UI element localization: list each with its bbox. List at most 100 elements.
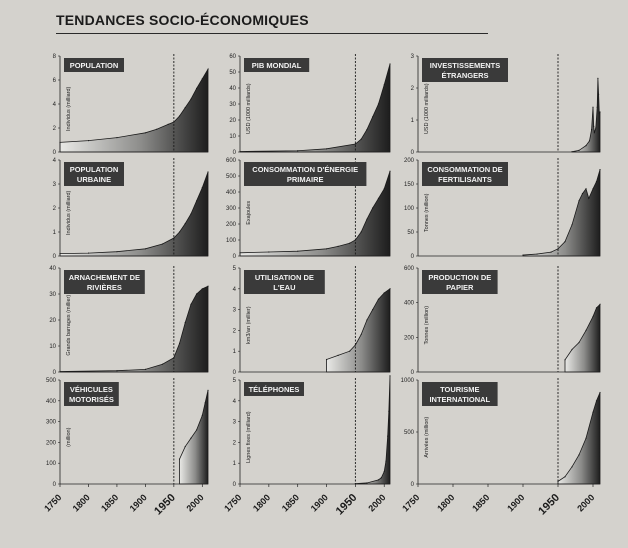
data-point: [581, 193, 584, 195]
data-point: [387, 435, 389, 437]
chart-title-box: [422, 270, 498, 294]
x-tick-label: 1750: [42, 492, 63, 513]
data-point: [595, 181, 598, 183]
y-tick-label: 60: [229, 54, 236, 60]
data-point: [595, 400, 598, 402]
y-tick-label: 1: [53, 230, 57, 236]
y-tick-label: 0: [411, 482, 415, 488]
y-tick-label: 600: [226, 158, 237, 164]
y-axis-label: Individus (milliard): [66, 86, 72, 130]
series-area: [326, 288, 391, 373]
x-tick-label: 1800: [71, 492, 92, 513]
x-tick-label: 1950: [536, 492, 562, 518]
y-tick-label: 100: [404, 206, 415, 212]
data-point: [564, 359, 566, 361]
y-axis-label: Exajoules: [246, 201, 252, 225]
chart-title: POPULATION: [70, 165, 119, 174]
data-point: [161, 243, 164, 245]
data-point: [366, 482, 368, 484]
y-tick-label: 0: [233, 150, 237, 156]
chart-panel: 0 50 100 150 200 Tonnes (million) CONSOMMATION…: [404, 158, 601, 260]
data-point: [597, 77, 599, 79]
data-point: [178, 115, 181, 117]
y-tick-label: 2: [233, 440, 237, 446]
data-point: [598, 113, 600, 115]
data-point: [178, 342, 181, 344]
y-tick-label: 0: [411, 370, 415, 376]
data-point: [325, 358, 328, 361]
title-rule: [56, 33, 488, 34]
chart-title: INTERNATIONAL: [429, 395, 490, 404]
y-axis-label: USD (1000 milliards): [246, 83, 252, 134]
chart-title-box: [244, 382, 304, 396]
y-axis-label: km3/an (millier): [246, 306, 252, 344]
data-point: [178, 458, 181, 460]
y-tick-label: 0: [233, 254, 237, 260]
chart-title: VÉHICULES: [70, 385, 113, 394]
y-axis-label: Lignes fixes (milliard): [246, 411, 252, 463]
y-tick-label: 40: [49, 266, 56, 272]
y-tick-label: 0: [233, 482, 237, 488]
chart-title-box: [244, 162, 367, 186]
y-tick-label: 500: [226, 174, 237, 180]
y-axis-label: USD (1000 milliards): [424, 83, 430, 134]
chart-panel: 0 2 4 6 8 Individus (milliard) POPULATION: [53, 54, 209, 156]
data-point: [116, 370, 118, 372]
x-tick-label: 1900: [309, 492, 330, 513]
data-point: [201, 187, 203, 189]
x-tick-label: 2000: [575, 492, 596, 513]
y-tick-label: 0: [411, 150, 415, 156]
y-tick-label: 600: [404, 266, 415, 272]
chart-panel: 0 1 2 3 USD (1000 milliards) INVESTISSEMENTSÉ…: [411, 54, 601, 156]
y-tick-label: 500: [46, 378, 57, 384]
data-point: [87, 140, 90, 142]
y-tick-label: 2: [53, 206, 57, 212]
series-area: [59, 67, 209, 153]
data-point: [383, 188, 385, 190]
data-point: [144, 132, 146, 134]
chart-title: UTILISATION DE: [255, 273, 314, 282]
data-point: [360, 231, 362, 233]
y-axis-label: (million): [66, 427, 72, 446]
chart-title-box: [64, 58, 124, 72]
data-point: [377, 298, 380, 300]
data-point: [184, 107, 186, 109]
data-point: [349, 242, 351, 244]
data-point: [383, 470, 385, 473]
chart-title: INVESTISSEMENTS: [430, 61, 500, 70]
y-tick-label: 1: [411, 118, 415, 124]
data-point: [571, 466, 573, 468]
data-point: [588, 140, 591, 142]
x-tick-label: 1800: [435, 492, 456, 513]
data-point: [207, 68, 209, 70]
y-tick-label: 0: [53, 370, 57, 376]
data-point: [522, 254, 524, 256]
data-point: [325, 248, 328, 250]
x-tick-label: 1900: [505, 492, 526, 513]
data-point: [592, 411, 594, 413]
chart-title: TOURISME: [440, 385, 479, 394]
data-point: [372, 207, 374, 209]
data-point: [207, 285, 209, 287]
data-point: [377, 197, 380, 199]
data-point: [585, 188, 587, 190]
series-area: [564, 303, 601, 373]
data-point: [161, 363, 164, 365]
y-tick-label: 5: [233, 266, 237, 272]
data-point: [325, 148, 328, 150]
data-point: [596, 106, 598, 108]
x-tick-label: 2000: [184, 492, 205, 513]
chart-title: PIB MONDIAL: [252, 61, 302, 70]
data-point: [578, 341, 580, 344]
data-point: [360, 333, 362, 336]
data-point: [377, 103, 380, 105]
data-point: [383, 292, 385, 294]
data-point: [297, 250, 299, 252]
chart-title: URBAINE: [77, 175, 111, 184]
data-point: [87, 252, 90, 254]
data-point: [201, 78, 203, 80]
x-tick-label: 2000: [366, 492, 387, 513]
data-point: [178, 231, 181, 233]
chart-panel: 0 1 2 3 4 Individus (milliard) POPULATIONURBAI…: [53, 158, 209, 260]
x-tick-label: 1900: [128, 492, 149, 513]
